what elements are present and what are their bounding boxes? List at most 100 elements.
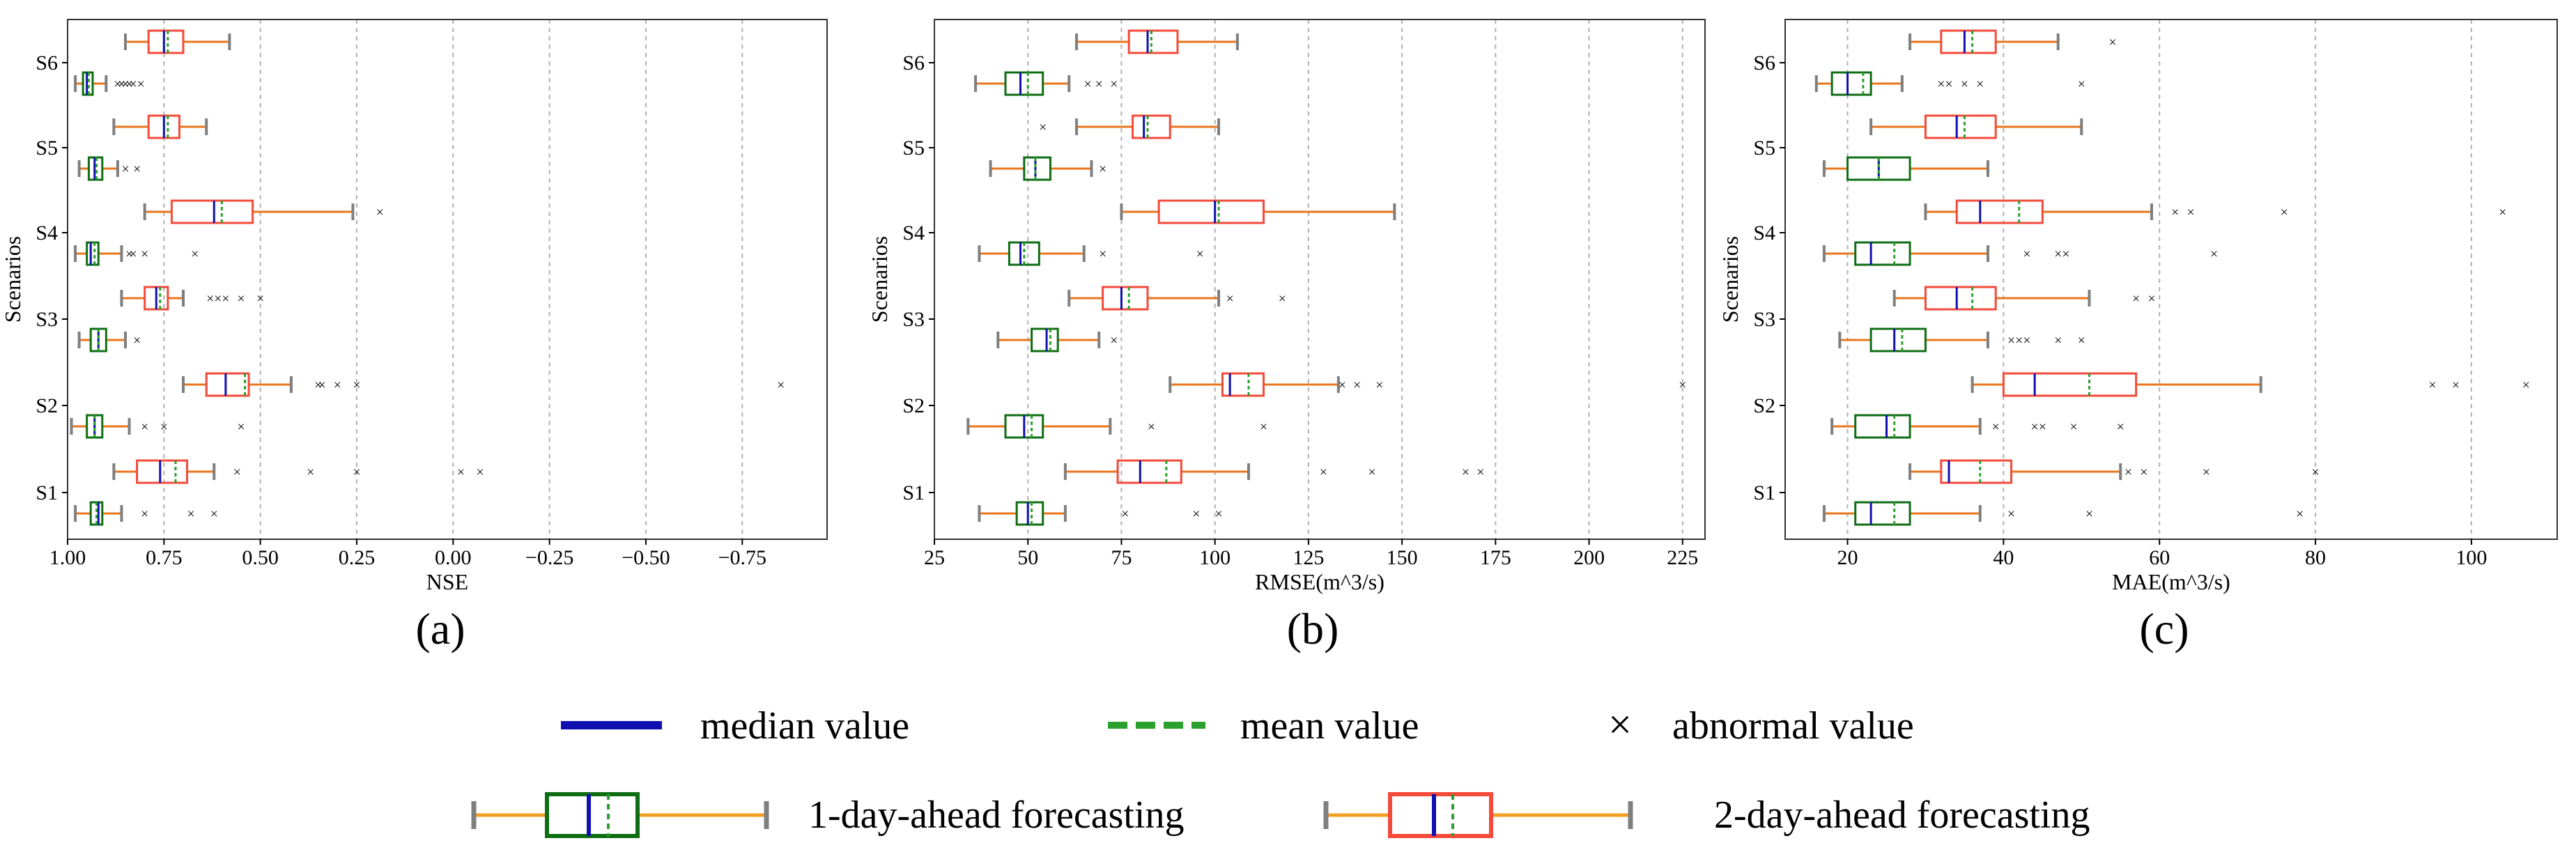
y-tick-label: S2 — [1753, 394, 1775, 417]
outlier-marker: × — [1320, 465, 1327, 480]
box-S3-1day: × — [996, 327, 1118, 353]
legend: × — [471, 702, 1633, 838]
outlier-marker: × — [2023, 333, 2030, 348]
box-S4-2day — [1120, 199, 1396, 224]
box-S3-2day: × × — [1892, 286, 2156, 311]
box-S5-2day — [1869, 114, 2083, 139]
plot-frame — [67, 19, 828, 540]
box-body — [1924, 114, 1997, 139]
box-body — [2002, 372, 2138, 397]
box-S2-2day: × × × × — [1169, 372, 1686, 397]
y-tick-label: S1 — [902, 481, 925, 504]
outlier-marker: × — [2140, 465, 2147, 480]
outlier-marker: × — [2031, 419, 2039, 435]
outlier-marker: × — [121, 162, 129, 177]
x-axis-label: MAE(m^3/s) — [2112, 569, 2230, 594]
y-tick-label: S3 — [36, 308, 58, 331]
box-S2-1day: × × × × × — [1830, 414, 2124, 439]
y-tick-label: S4 — [36, 222, 58, 245]
outlier-marker: × — [1375, 378, 1383, 393]
x-tick-label: 175 — [1480, 546, 1511, 569]
outlier-marker: × — [2078, 77, 2085, 92]
box-S1-1day: × × × — [1822, 501, 2304, 526]
x-tick-label: 0.50 — [242, 546, 279, 569]
outlier-marker: × — [1099, 162, 1106, 177]
x-tick-label: 40 — [1993, 546, 2014, 569]
outlier-marker: × — [2085, 506, 2093, 522]
x-tick-label: 200 — [1573, 546, 1605, 569]
outlier-marker: × — [1976, 77, 1984, 92]
y-tick-label: S6 — [902, 52, 925, 75]
box-body — [1924, 286, 1997, 311]
x-tick-label: 100 — [2455, 546, 2487, 569]
outlier-marker: × — [1110, 333, 1118, 348]
box-body — [136, 459, 189, 484]
outlier-marker: × — [191, 247, 199, 262]
box-S5-2day: × — [1039, 114, 1221, 139]
box-body — [205, 372, 250, 397]
box-S4-1day: × × — [978, 241, 1204, 266]
box-S5-1day — [1822, 156, 1989, 181]
outlier-marker: × — [2171, 205, 2179, 220]
box-body — [1031, 327, 1059, 353]
outlier-marker: × — [307, 465, 314, 480]
x-tick-label: 0.25 — [339, 546, 376, 569]
box-body — [170, 199, 254, 224]
box-S3-2day: × × — [1067, 286, 1286, 311]
outlier-marker: × — [314, 378, 322, 393]
outlier-marker: × — [2311, 465, 2319, 480]
legend-median-label: median value — [700, 704, 910, 748]
outlier-marker: × — [2203, 465, 2210, 480]
box-body — [1854, 241, 1911, 266]
legend-one-day-swatch — [471, 792, 769, 838]
outlier-marker: × — [1039, 120, 1047, 135]
box-body — [1015, 501, 1044, 526]
legend-one-day-label: 1-day-ahead forecasting — [808, 794, 1185, 837]
outlier-marker: × — [187, 506, 194, 522]
x-tick-label: −0.25 — [525, 546, 573, 569]
x-tick-label: 25 — [924, 546, 945, 569]
box-body — [1157, 199, 1265, 224]
box-S6-2day — [1075, 29, 1239, 54]
x-tick-label: 0.75 — [146, 546, 183, 569]
box-S3-1day: × — [77, 327, 141, 353]
outlier-marker: × — [1148, 419, 1155, 435]
box-body — [1132, 114, 1171, 139]
box-body — [1940, 29, 1997, 54]
box-S2-2day: × × × — [1970, 372, 2530, 397]
box-S3-1day: × × × × × — [1838, 327, 2085, 353]
y-axis-label: Scenarios — [867, 236, 892, 323]
box-S5-1day: × — [989, 156, 1106, 181]
outlier-marker: × — [2039, 419, 2046, 435]
outlier-marker: × — [2054, 247, 2062, 262]
outlier-marker: × — [237, 419, 245, 435]
y-tick-label: S5 — [1753, 137, 1775, 160]
outlier-marker: × — [2210, 247, 2218, 262]
x-axis-label: NSE — [426, 569, 468, 594]
outlier-marker: × — [2281, 205, 2288, 220]
box-S1-1day: × × × — [74, 501, 218, 526]
box-S6-2day — [123, 29, 231, 54]
outlier-marker: × — [1679, 378, 1686, 393]
outlier-marker: × — [1192, 506, 1200, 522]
legend-two-day-label: 2-day-ahead forecasting — [1714, 794, 2090, 837]
legend-mean-label: mean value — [1240, 704, 1419, 748]
outlier-marker: × — [2186, 205, 2194, 220]
outlier-marker: × — [133, 162, 141, 177]
outlier-marker: × — [2522, 378, 2530, 393]
outlier-marker: × — [1214, 506, 1222, 522]
outlier-marker: × — [233, 465, 241, 480]
outlier-marker: × — [2132, 291, 2140, 307]
box-S6-1day: × × × × × — [1814, 71, 2085, 96]
outlier-marker: × — [1095, 77, 1103, 92]
y-tick-label: S4 — [902, 222, 925, 245]
outlier-marker: × — [114, 77, 121, 92]
box-body — [1127, 29, 1179, 54]
outlier-marker: × — [2452, 378, 2460, 393]
x-tick-label: 80 — [2305, 546, 2326, 569]
box-body — [1940, 459, 2013, 484]
box-S5-2day — [112, 114, 208, 139]
plot-frame — [1784, 19, 2558, 540]
y-tick-label: S2 — [36, 394, 58, 417]
